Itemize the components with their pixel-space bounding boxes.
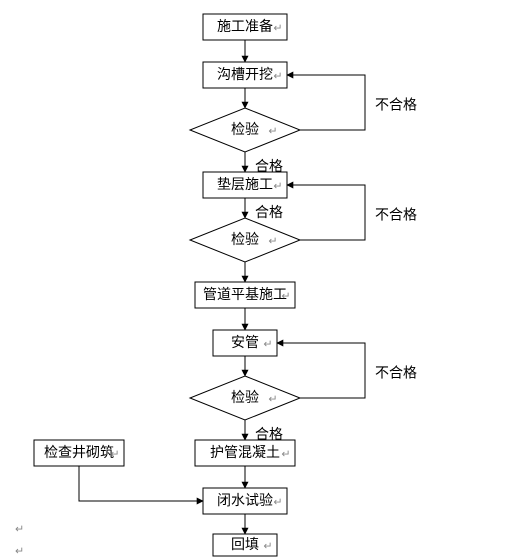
node-n2-label: 沟槽开挖 bbox=[217, 67, 273, 83]
node-n7-label: 闭水试验 bbox=[217, 493, 273, 509]
return-mark: ↵ bbox=[273, 71, 282, 83]
return-mark: ↵ bbox=[110, 449, 119, 461]
node-n4-label: 管道平基施工 bbox=[203, 286, 287, 303]
return-mark: ↵ bbox=[263, 541, 272, 553]
return-mark: ↵ bbox=[263, 339, 272, 351]
node-n9-label: 检查井砌筑 bbox=[44, 445, 114, 461]
return-mark: ↵ bbox=[15, 546, 24, 558]
node-d1-label: 检验 bbox=[231, 122, 259, 138]
edge-label-fail: 不合格 bbox=[375, 98, 417, 114]
return-mark: ↵ bbox=[268, 126, 277, 138]
node-n6-label: 护管混凝土 bbox=[210, 445, 280, 461]
edge-d2-n3 bbox=[287, 185, 365, 240]
edge-d3-n5 bbox=[277, 343, 365, 398]
edge-label-fail: 不合格 bbox=[375, 366, 417, 382]
return-mark: ↵ bbox=[273, 181, 282, 193]
edge-d1-n2 bbox=[287, 75, 365, 130]
return-mark: ↵ bbox=[281, 449, 290, 461]
return-mark: ↵ bbox=[268, 394, 277, 406]
node-n8-label: 回填 bbox=[231, 537, 259, 553]
edge-label-fail: 不合格 bbox=[375, 208, 417, 224]
edge-label-pass: 合格 bbox=[255, 205, 283, 221]
edge-label-pass: 合格 bbox=[255, 159, 283, 175]
node-n3-label: 垫层施工 bbox=[217, 177, 273, 193]
node-d2-label: 检验 bbox=[231, 232, 259, 248]
node-d3-label: 检验 bbox=[231, 390, 259, 406]
return-mark: ↵ bbox=[273, 23, 282, 35]
node-n1-label: 施工准备 bbox=[217, 18, 273, 35]
edge-n9-n7 bbox=[79, 466, 203, 501]
edge-label-pass: 合格 bbox=[255, 427, 283, 443]
flowchart-canvas: 施工准备↵沟槽开挖↵检验↵垫层施工↵检验↵管道平基施工↵安管↵检验↵护管混凝土↵… bbox=[0, 0, 509, 560]
return-mark: ↵ bbox=[15, 524, 24, 536]
return-mark: ↵ bbox=[273, 497, 282, 509]
node-n5-label: 安管 bbox=[231, 335, 259, 351]
return-mark: ↵ bbox=[281, 291, 290, 303]
return-mark: ↵ bbox=[268, 236, 277, 248]
